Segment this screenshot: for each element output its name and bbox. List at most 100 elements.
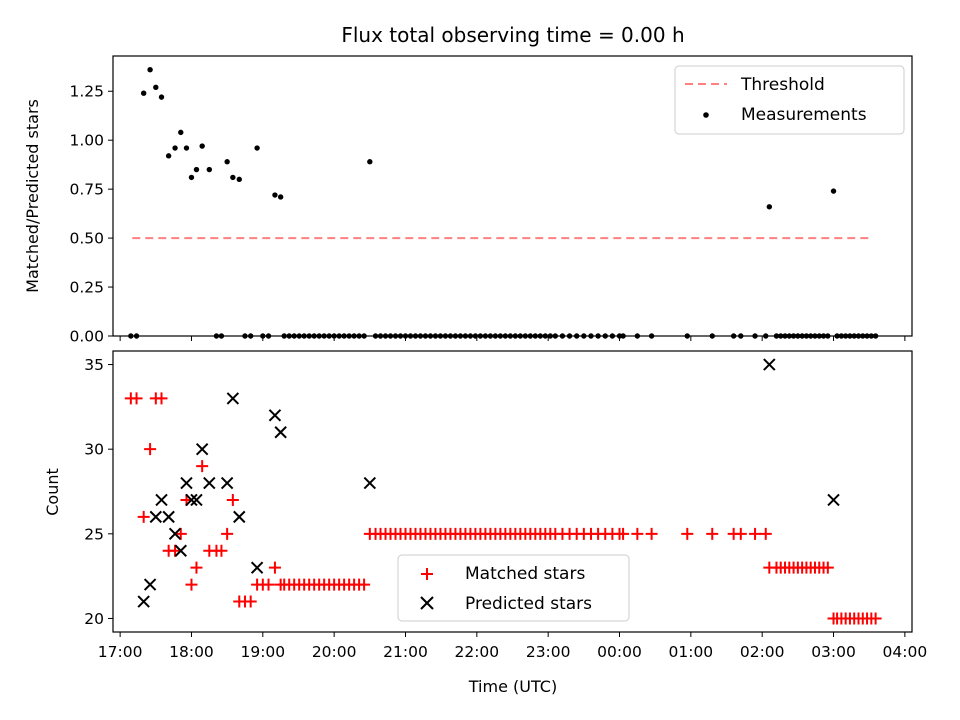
measurement-point <box>158 94 165 100</box>
matched-star-point <box>631 527 644 540</box>
bottom-legend: Matched stars Predicted stars <box>397 554 630 622</box>
predicted-star-point <box>174 544 187 557</box>
measurement-point <box>277 194 284 200</box>
measurement-point <box>178 129 184 136</box>
matched-star-point <box>244 595 257 608</box>
measurement-point <box>140 90 147 96</box>
matched-star-point <box>734 527 747 540</box>
top-plot-frame <box>112 55 913 337</box>
legend-predicted-label: Predicted stars <box>465 594 592 614</box>
matched-star-point <box>759 527 772 540</box>
measurement-point <box>206 166 213 173</box>
matched-star-point <box>155 392 168 405</box>
measurement-point <box>183 145 190 151</box>
measurement-point <box>199 143 205 149</box>
measurement-point <box>165 153 172 159</box>
measurement-point <box>147 67 153 73</box>
x-axis-label: Time (UTC) <box>468 677 557 696</box>
matched-star-point <box>869 612 882 625</box>
measurement-point <box>172 145 178 151</box>
top-y-tick-label: 0.25 <box>69 279 104 297</box>
bottom-y-tick-label: 30 <box>84 441 104 459</box>
matched-star-point <box>645 527 658 540</box>
predicted-star-point <box>226 392 240 405</box>
predicted-star-point <box>827 493 840 507</box>
matched-star-point <box>215 544 228 557</box>
top-y-tick-label: 0.75 <box>69 181 104 199</box>
predicted-star-point <box>274 426 287 439</box>
matched-star-point <box>617 527 630 540</box>
matched-star-point <box>549 527 562 540</box>
legend-threshold-label: Threshold <box>740 75 825 95</box>
legend-measurements-label: Measurements <box>741 105 867 125</box>
matched-star-point <box>821 561 834 574</box>
predicted-star-point <box>149 510 163 524</box>
top-y-tick-label: 0.00 <box>69 328 104 346</box>
predicted-star-point <box>220 476 234 490</box>
measurement-point <box>188 174 195 181</box>
matched-star-point <box>749 527 762 540</box>
predicted-star-point <box>155 493 168 507</box>
x-tick-label: 01:00 <box>669 643 714 661</box>
measurement-point <box>254 145 260 151</box>
matched-star-point <box>226 493 239 506</box>
predicted-star-point <box>268 409 282 422</box>
measurement-point <box>193 166 200 173</box>
matched-star-point <box>130 392 143 405</box>
matched-star-point <box>144 443 157 456</box>
top-plot-marks: 0.00 0.25 0.50 0.75 1.00 1.25 <box>69 67 906 346</box>
x-tick-label: 21:00 <box>383 643 428 661</box>
top-y-tick-label: 1.00 <box>69 132 104 150</box>
x-tick-label: 20:00 <box>312 643 357 661</box>
bottom-plot-frame <box>112 350 913 633</box>
matched-star-point <box>169 544 182 557</box>
predicted-star-point <box>763 358 776 371</box>
matched-star-point <box>185 578 198 591</box>
bottom-y-tick-label: 35 <box>84 356 104 374</box>
x-tick-label: 18:00 <box>169 643 214 661</box>
top-legend-box <box>674 65 905 135</box>
x-tick-label: 04:00 <box>883 643 928 661</box>
predicted-star-point <box>203 476 216 490</box>
top-legend: Threshold Measurements <box>674 65 905 135</box>
top-y-tick-label: 0.50 <box>69 230 104 248</box>
predicted-star-point <box>363 476 377 490</box>
measurement-point <box>153 84 159 91</box>
matched-star-point <box>174 527 187 540</box>
predicted-star-point <box>195 442 209 456</box>
predicted-star-point <box>185 493 198 507</box>
measurement-point <box>367 159 373 165</box>
x-tick-label: 00:00 <box>597 643 642 661</box>
bottom-y-tick-label: 25 <box>84 525 104 543</box>
matched-star-point <box>221 527 234 540</box>
predicted-star-point <box>162 510 175 524</box>
legend-matched-swatch <box>421 568 433 580</box>
measurement-point <box>766 204 773 210</box>
bottom-y-axis-label: Count <box>43 468 62 516</box>
legend-predicted-swatch <box>420 596 434 610</box>
predicted-star-point <box>250 561 264 574</box>
legend-matched-label: Matched stars <box>465 564 585 584</box>
predicted-star-point <box>180 476 193 490</box>
bottom-legend-box <box>397 554 630 622</box>
matched-star-point <box>268 561 281 574</box>
matched-star-point <box>358 578 371 591</box>
top-y-tick-label: 1.25 <box>69 83 104 101</box>
measurement-point <box>236 176 242 183</box>
measurement-point <box>224 159 230 165</box>
x-tick-label: 23:00 <box>526 643 571 661</box>
legend-measurements-swatch <box>703 112 709 118</box>
predicted-star-point <box>168 527 182 541</box>
matched-star-point <box>681 527 694 540</box>
matched-star-point <box>190 561 203 574</box>
measurement-point <box>272 192 278 198</box>
matched-star-point <box>137 510 150 523</box>
predicted-star-point <box>143 578 157 591</box>
top-y-axis-label: Matched/Predicted stars <box>23 99 42 293</box>
predicted-star-point <box>137 595 150 608</box>
x-tick-label: 17:00 <box>98 643 143 661</box>
predicted-star-point <box>190 493 203 507</box>
bottom-plot-marks: 17:00 18:00 19:00 20:00 21:00 22:00 23:00 00:00… <box>84 356 927 661</box>
matched-star-point <box>196 460 209 473</box>
